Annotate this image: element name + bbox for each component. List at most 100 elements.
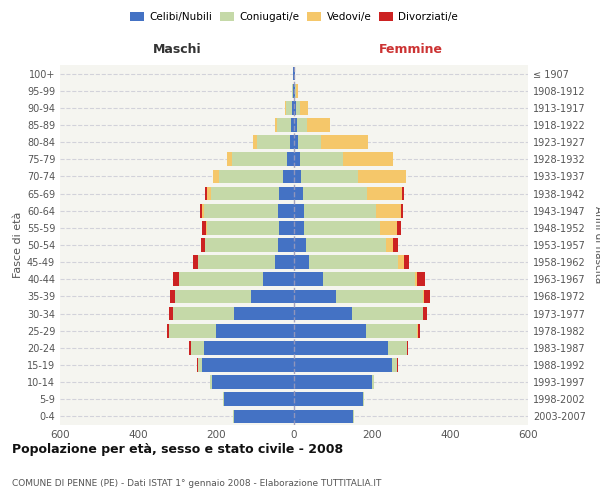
Bar — [212, 376, 294, 389]
Bar — [304, 204, 376, 218]
Bar — [191, 341, 204, 354]
Bar — [294, 84, 295, 98]
Bar — [227, 152, 232, 166]
Bar — [202, 221, 206, 234]
Bar — [294, 392, 364, 406]
Bar — [301, 170, 358, 183]
Bar — [263, 272, 294, 286]
Bar — [233, 410, 294, 424]
Bar — [202, 204, 204, 218]
Bar — [423, 290, 424, 304]
Bar — [417, 324, 418, 338]
Bar — [294, 66, 295, 80]
Text: Femmine: Femmine — [379, 42, 443, 56]
Bar — [170, 290, 175, 304]
Bar — [223, 392, 224, 406]
Bar — [296, 84, 298, 98]
Bar — [173, 306, 233, 320]
Bar — [302, 186, 367, 200]
Bar — [279, 186, 294, 200]
Bar — [424, 306, 427, 320]
Bar — [372, 376, 374, 389]
Bar — [293, 84, 294, 98]
Bar — [201, 238, 205, 252]
Bar — [296, 101, 300, 114]
Bar — [200, 204, 202, 218]
Bar — [207, 221, 279, 234]
Bar — [169, 324, 216, 338]
Bar — [253, 136, 257, 149]
Bar — [205, 238, 278, 252]
Bar — [398, 256, 404, 269]
Bar — [394, 238, 398, 252]
Text: COMUNE DI PENNE (PE) - Dati ISTAT 1° gennaio 2008 - Elaborazione TUTTITALIA.IT: COMUNE DI PENNE (PE) - Dati ISTAT 1° gen… — [12, 479, 382, 488]
Bar — [204, 204, 278, 218]
Bar — [323, 272, 415, 286]
Bar — [322, 136, 368, 149]
Bar — [307, 118, 330, 132]
Bar — [423, 306, 424, 320]
Bar — [294, 136, 298, 149]
Bar — [175, 290, 251, 304]
Bar — [358, 170, 406, 183]
Bar — [275, 118, 277, 132]
Bar — [424, 290, 430, 304]
Bar — [211, 186, 279, 200]
Bar — [401, 204, 403, 218]
Bar — [179, 272, 263, 286]
Bar — [392, 358, 397, 372]
Bar — [197, 358, 202, 372]
Bar — [380, 221, 397, 234]
Bar — [352, 306, 423, 320]
Bar — [294, 306, 352, 320]
Bar — [190, 341, 191, 354]
Bar — [386, 238, 394, 252]
Bar — [232, 152, 287, 166]
Bar — [210, 376, 212, 389]
Bar — [233, 306, 294, 320]
Bar — [283, 170, 294, 183]
Bar — [418, 324, 419, 338]
Bar — [304, 221, 380, 234]
Bar — [193, 256, 198, 269]
Bar — [292, 84, 293, 98]
Bar — [224, 392, 294, 406]
Bar — [294, 358, 392, 372]
Bar — [275, 256, 294, 269]
Bar — [279, 221, 294, 234]
Bar — [167, 324, 169, 338]
Bar — [293, 66, 294, 80]
Bar — [297, 118, 307, 132]
Bar — [306, 238, 386, 252]
Bar — [294, 204, 304, 218]
Bar — [257, 136, 290, 149]
Bar — [404, 256, 409, 269]
Bar — [402, 186, 404, 200]
Bar — [336, 290, 422, 304]
Bar — [294, 170, 301, 183]
Bar — [206, 221, 207, 234]
Bar — [367, 186, 402, 200]
Bar — [294, 256, 309, 269]
Bar — [309, 256, 398, 269]
Bar — [300, 152, 343, 166]
Bar — [294, 238, 306, 252]
Y-axis label: Fasce di età: Fasce di età — [13, 212, 23, 278]
Bar — [278, 204, 294, 218]
Bar — [366, 324, 417, 338]
Bar — [397, 221, 401, 234]
Bar — [173, 272, 179, 286]
Text: Maschi: Maschi — [152, 42, 202, 56]
Bar — [277, 118, 291, 132]
Bar — [294, 118, 297, 132]
Bar — [343, 152, 394, 166]
Bar — [207, 186, 211, 200]
Bar — [287, 152, 294, 166]
Bar — [199, 256, 275, 269]
Bar — [417, 272, 425, 286]
Bar — [286, 101, 292, 114]
Bar — [407, 341, 408, 354]
Bar — [213, 170, 219, 183]
Bar — [204, 341, 294, 354]
Bar — [294, 324, 366, 338]
